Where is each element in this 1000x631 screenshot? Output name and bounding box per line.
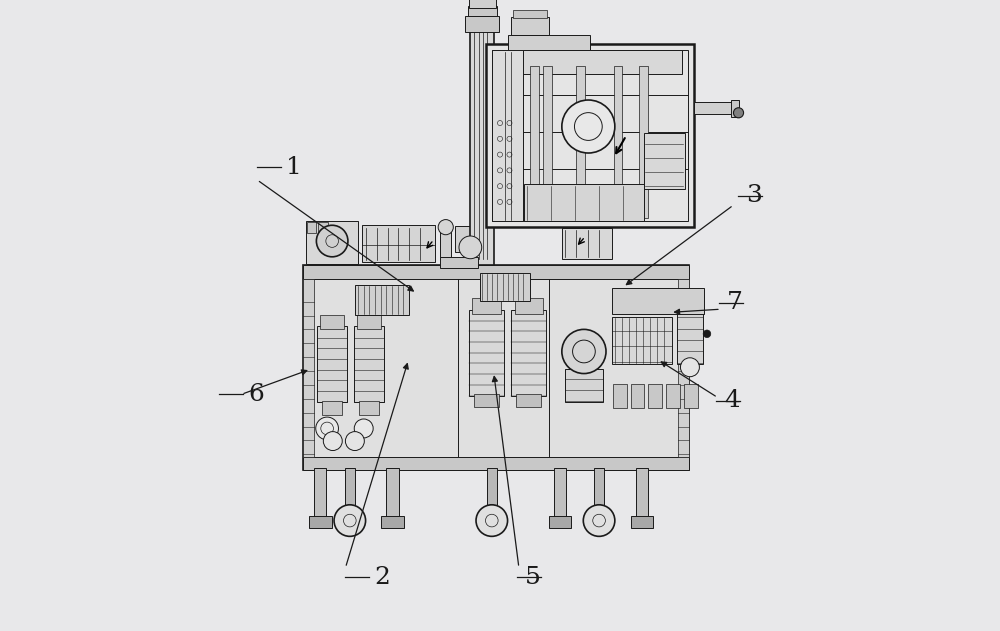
Bar xyxy=(677,307,703,364)
Text: 4: 4 xyxy=(724,389,740,412)
Circle shape xyxy=(316,225,348,257)
Circle shape xyxy=(562,329,606,374)
Bar xyxy=(639,66,648,218)
Text: 5: 5 xyxy=(525,566,541,589)
Bar xyxy=(303,279,314,457)
Circle shape xyxy=(583,505,615,536)
Bar xyxy=(362,225,435,262)
Bar xyxy=(648,384,662,408)
Bar xyxy=(357,315,381,329)
Bar xyxy=(440,225,451,257)
Bar xyxy=(468,6,497,16)
Bar xyxy=(354,326,384,402)
Circle shape xyxy=(316,417,338,440)
Bar xyxy=(309,516,332,528)
Bar xyxy=(440,257,478,268)
Bar xyxy=(511,310,546,396)
Bar xyxy=(322,401,342,415)
Bar xyxy=(381,516,404,528)
Bar xyxy=(499,50,682,74)
Circle shape xyxy=(680,358,699,377)
Bar xyxy=(631,384,644,408)
Bar xyxy=(303,457,689,470)
Bar xyxy=(666,384,680,408)
Bar xyxy=(359,401,379,415)
Circle shape xyxy=(354,419,373,438)
Bar xyxy=(345,468,355,511)
Circle shape xyxy=(476,505,508,536)
Bar xyxy=(455,226,473,252)
Bar xyxy=(549,516,571,528)
Bar xyxy=(694,102,732,114)
Text: 3: 3 xyxy=(746,184,762,207)
Bar xyxy=(543,66,552,218)
Bar xyxy=(465,16,499,32)
Bar xyxy=(492,50,523,221)
Bar xyxy=(678,279,689,457)
Bar xyxy=(530,66,539,218)
Bar xyxy=(631,516,653,528)
Bar xyxy=(307,222,316,233)
Bar xyxy=(511,17,549,35)
Circle shape xyxy=(733,108,744,118)
Bar xyxy=(469,310,504,396)
Bar xyxy=(562,228,612,259)
Bar xyxy=(320,315,344,329)
Bar xyxy=(565,369,603,402)
Text: 1: 1 xyxy=(286,156,302,179)
Bar xyxy=(636,468,648,517)
Bar xyxy=(612,288,704,314)
Bar xyxy=(303,265,689,470)
Circle shape xyxy=(438,220,453,235)
Text: 7: 7 xyxy=(727,292,743,314)
Bar xyxy=(612,317,672,364)
Circle shape xyxy=(703,330,711,338)
Bar xyxy=(474,394,499,407)
Bar xyxy=(487,468,497,511)
Bar xyxy=(317,326,347,402)
Bar xyxy=(594,468,604,511)
Bar xyxy=(731,100,739,117)
Bar xyxy=(469,0,496,8)
Bar xyxy=(644,133,685,189)
Bar xyxy=(492,50,688,221)
Bar xyxy=(386,468,399,517)
Bar xyxy=(554,468,566,517)
Circle shape xyxy=(562,100,615,153)
Bar xyxy=(470,22,494,265)
Bar xyxy=(513,10,547,18)
Bar xyxy=(472,298,501,314)
Bar xyxy=(515,298,543,314)
Bar xyxy=(524,184,644,221)
Bar xyxy=(684,384,698,408)
Bar xyxy=(516,394,541,407)
Bar xyxy=(480,273,530,301)
Circle shape xyxy=(323,432,342,451)
Text: 6: 6 xyxy=(248,383,264,406)
Circle shape xyxy=(345,432,364,451)
Bar xyxy=(314,468,326,517)
Bar xyxy=(508,35,590,50)
Bar xyxy=(486,44,694,227)
Bar xyxy=(614,66,622,218)
Bar xyxy=(303,265,689,279)
Bar xyxy=(355,285,409,315)
Circle shape xyxy=(459,236,482,259)
Bar xyxy=(576,66,585,218)
Bar xyxy=(613,384,627,408)
Bar xyxy=(318,222,328,233)
Text: 2: 2 xyxy=(374,566,390,589)
Circle shape xyxy=(334,505,366,536)
Bar xyxy=(306,221,358,264)
